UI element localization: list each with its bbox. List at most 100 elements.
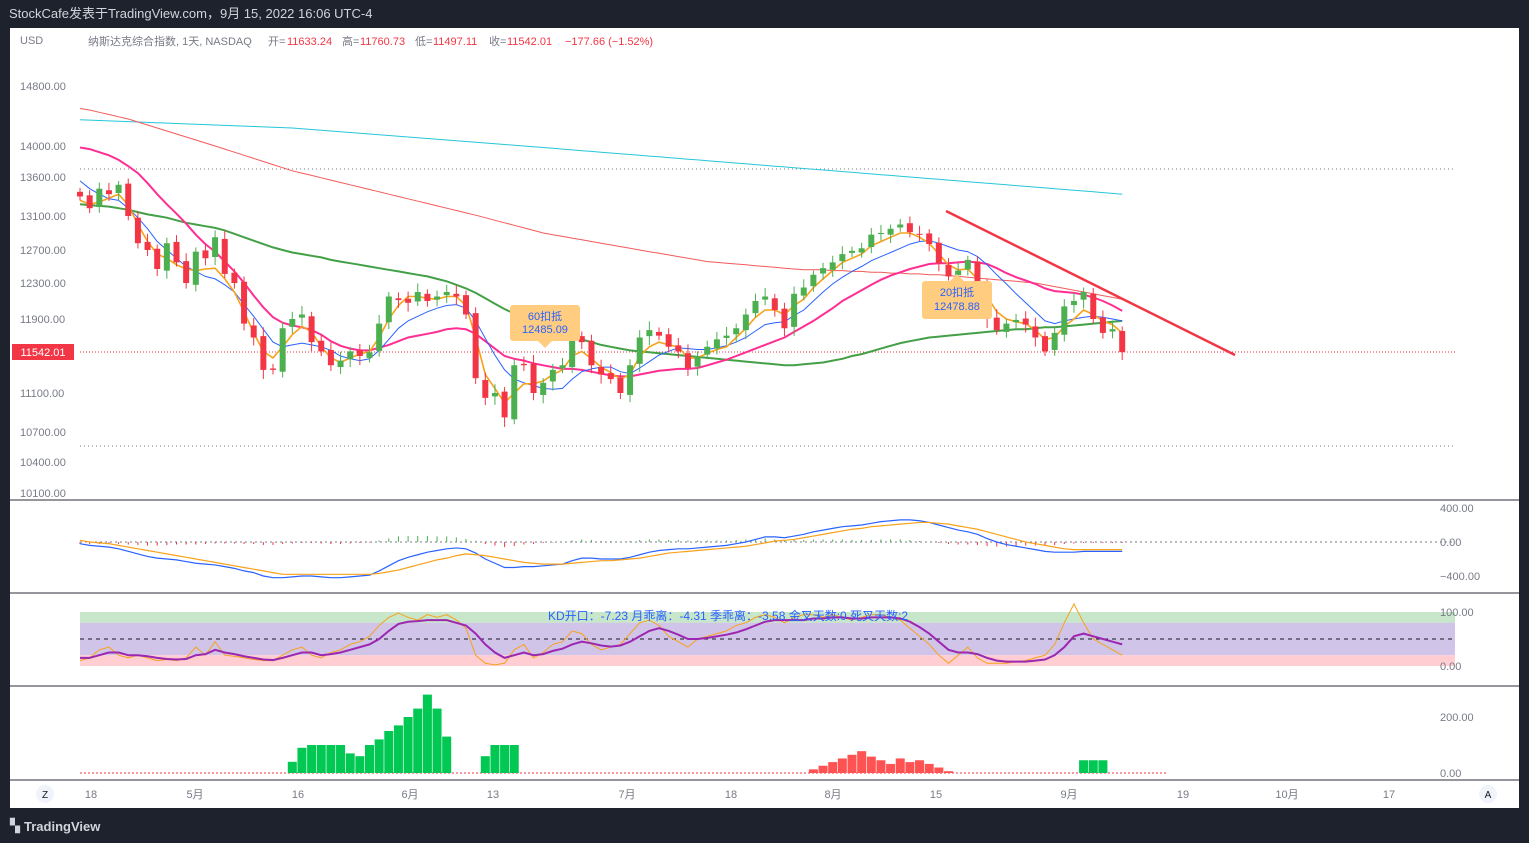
candle-body xyxy=(791,293,798,327)
candle-body xyxy=(607,373,614,380)
callout-60[interactable]: 60扣抵 12485.09 xyxy=(510,305,580,348)
currency-label: USD xyxy=(20,35,43,47)
candle-body xyxy=(424,293,431,301)
vol-bar-red xyxy=(818,765,828,773)
candle-body xyxy=(800,287,807,296)
candle-body xyxy=(617,377,624,393)
candle-body xyxy=(289,319,296,327)
candle-body xyxy=(366,352,373,358)
candle-body xyxy=(849,250,855,253)
vol-bar xyxy=(365,745,374,773)
trend-line[interactable] xyxy=(945,209,1236,357)
candle-body xyxy=(1061,306,1068,335)
candle-body xyxy=(713,339,720,349)
moving-averages xyxy=(79,108,1123,405)
candle-body xyxy=(906,223,913,233)
macd-tick-label: −400.00 xyxy=(1440,571,1480,583)
legend-open: 11633.24 xyxy=(287,36,332,48)
candle-body xyxy=(993,317,1000,331)
candle-body xyxy=(376,323,383,351)
candle-body xyxy=(163,243,170,271)
candle-body xyxy=(482,380,489,398)
candle-body xyxy=(144,241,151,250)
chart-frame[interactable]: USD 纳斯达克综合指数, 1天, NASDAQ 开= 11633.24 高= … xyxy=(10,28,1519,808)
candle-body xyxy=(241,281,248,324)
vol-bar-red xyxy=(895,758,905,773)
a-button-label: A xyxy=(1485,790,1492,801)
vol-bar-green xyxy=(1098,760,1108,773)
candle-body xyxy=(1070,301,1077,306)
candle-body xyxy=(491,393,498,397)
vol-bar xyxy=(480,756,490,773)
tradingview-logo[interactable]: ▚ TradingView xyxy=(10,818,100,834)
time-tick-label: 17 xyxy=(1383,789,1395,801)
vol-bar-red xyxy=(905,762,915,773)
candle-body xyxy=(1099,317,1106,333)
candle-body xyxy=(887,228,894,235)
vol-bar xyxy=(422,694,432,773)
z-button[interactable]: Z xyxy=(36,785,54,803)
last-price-text: 11542.01 xyxy=(20,347,65,359)
candle-body xyxy=(173,241,180,263)
vol-bar xyxy=(297,747,307,773)
candle-body xyxy=(134,217,141,244)
publisher-text: StockCafe发表于TradingView.com，9月 15, 2022 … xyxy=(9,6,373,21)
candle-body xyxy=(1013,319,1020,323)
a-button-bg xyxy=(1479,785,1497,803)
candle-body xyxy=(96,188,103,208)
legend-close: 11542.01 xyxy=(507,36,552,48)
kd-tick-label: 100.00 xyxy=(1440,607,1474,619)
legend-change: −177.66 (−1.52%) xyxy=(565,36,653,48)
candle-body xyxy=(231,272,238,283)
price-tick-label: 10100.00 xyxy=(20,488,66,500)
candle-body xyxy=(964,259,971,270)
callout-20-pointer xyxy=(950,274,964,281)
kd-oversold-band xyxy=(80,655,1455,666)
candle-body xyxy=(395,298,402,301)
candle-body xyxy=(868,234,875,248)
time-tick-label: 7月 xyxy=(618,789,635,801)
macd-pane[interactable]: 400.00 0.00 −400.00 xyxy=(79,503,1480,583)
chart-svg[interactable]: USD 纳斯达克综合指数, 1天, NASDAQ 开= 11633.24 高= … xyxy=(10,28,1519,808)
vol-bar-red xyxy=(847,754,857,773)
candle-body xyxy=(578,336,585,343)
callout-60-value: 12485.09 xyxy=(522,324,568,336)
vol-bar-red xyxy=(837,758,847,773)
kd-overbought-band xyxy=(80,612,1455,623)
vol-bar-green xyxy=(1079,760,1089,773)
time-tick-label: 13 xyxy=(487,789,499,801)
candle-body xyxy=(1022,318,1029,325)
time-tick-label: 10月 xyxy=(1275,789,1298,801)
candle-body xyxy=(675,345,682,352)
callout-20-value: 12478.88 xyxy=(934,301,980,313)
candle-body xyxy=(414,292,421,302)
candle-body xyxy=(308,316,315,343)
candle-body xyxy=(829,262,836,270)
candle-body xyxy=(820,268,827,274)
macd-line xyxy=(79,519,1123,579)
vol-bar xyxy=(307,745,317,773)
legend-close-label: 收= xyxy=(489,34,506,48)
kd-pane[interactable]: 100.00 0.00 xyxy=(79,602,1474,673)
price-tick-label: 12700.00 xyxy=(20,245,66,257)
candle-body xyxy=(434,296,441,300)
vol-bar xyxy=(287,761,297,773)
candle-body xyxy=(115,184,122,193)
candle-body xyxy=(1109,329,1116,332)
volume-pane[interactable]: 200.00 0.00 xyxy=(80,694,1474,780)
callout-20[interactable]: 20扣抵 12478.88 xyxy=(922,274,992,319)
kd-d-line xyxy=(80,616,1123,663)
a-button[interactable]: A xyxy=(1479,785,1497,803)
candle-body xyxy=(810,274,817,287)
price-axis[interactable]: 14800.00 14000.00 13600.00 13100.00 12700.00… xyxy=(20,81,66,500)
candle-body xyxy=(385,296,392,323)
candle-body xyxy=(656,331,662,336)
callout-60-title: 60扣抵 xyxy=(528,309,562,323)
last-price-tag: 11542.01 xyxy=(12,344,74,360)
candle-body xyxy=(771,298,778,310)
candle-body xyxy=(298,314,305,318)
vol-bar-red xyxy=(886,763,896,773)
vol-bar xyxy=(442,736,452,773)
vol-bar xyxy=(355,756,365,773)
time-axis[interactable]: 18 5月 16 6月 13 7月 18 8月 15 9月 19 10月 17 xyxy=(85,789,1395,801)
